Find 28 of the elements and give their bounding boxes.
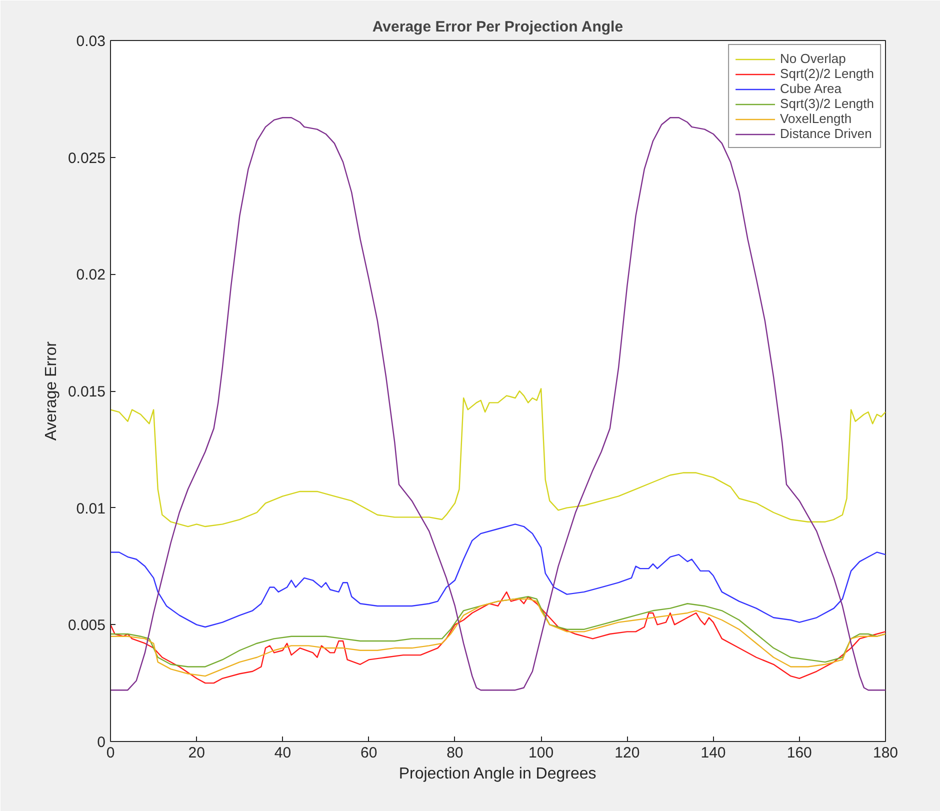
line-series bbox=[110, 524, 886, 628]
x-tick-label: 40 bbox=[274, 744, 292, 762]
x-tick-label: 100 bbox=[528, 744, 554, 762]
y-tick-label: 0.01 bbox=[76, 500, 106, 518]
legend-label: No Overlap bbox=[780, 51, 846, 66]
legend-label: Cube Area bbox=[780, 81, 842, 96]
y-axis-title: Average Error bbox=[42, 340, 60, 441]
legend-label: Sqrt(2)/2 Length bbox=[780, 66, 874, 81]
x-axis-title: Projection Angle in Degrees bbox=[398, 766, 596, 782]
line-series bbox=[110, 591, 886, 684]
x-tick-label: 140 bbox=[700, 744, 726, 762]
x-tick-label: 160 bbox=[786, 744, 812, 762]
x-tick-label: 120 bbox=[614, 744, 640, 762]
x-tick-label: 20 bbox=[188, 744, 205, 762]
x-tick-label: 80 bbox=[446, 744, 464, 762]
x-tick-label: 180 bbox=[872, 744, 898, 762]
line-series bbox=[110, 388, 886, 528]
y-tick-label: 0.02 bbox=[76, 266, 106, 284]
x-tick-label: 60 bbox=[360, 744, 378, 762]
legend-label: Distance Driven bbox=[780, 126, 872, 141]
y-tick-label: 0.005 bbox=[68, 617, 106, 634]
y-tick-label: 0.015 bbox=[68, 384, 106, 400]
chart-title: Average Error Per Projection Angle bbox=[372, 18, 624, 36]
legend-label: Sqrt(3)/2 Length bbox=[780, 96, 874, 111]
y-tick-label: 0.025 bbox=[68, 150, 106, 167]
y-tick-label: 0 bbox=[97, 734, 106, 751]
y-tick-label: 0.03 bbox=[76, 33, 106, 50]
legend-label: VoxelLength bbox=[780, 111, 852, 126]
